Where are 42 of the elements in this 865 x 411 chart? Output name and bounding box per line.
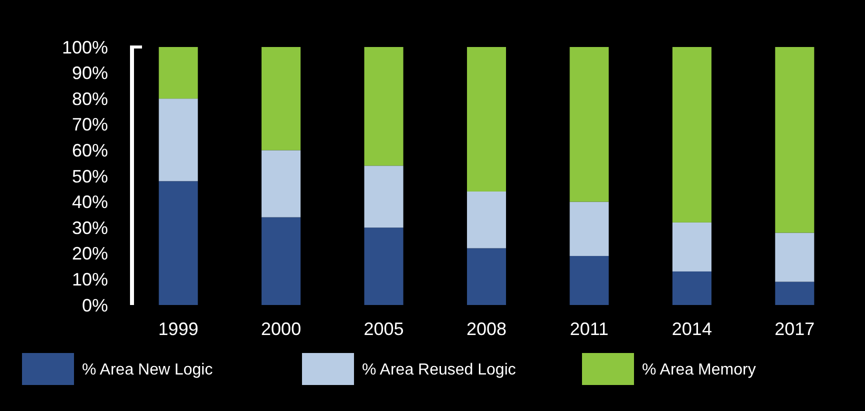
y-tick-label: 100% <box>62 37 108 58</box>
bar <box>570 47 609 202</box>
bar <box>570 202 609 256</box>
bar <box>672 47 712 222</box>
bar <box>262 47 301 150</box>
x-tick-label: 2005 <box>364 319 404 339</box>
bar <box>262 217 301 305</box>
y-tick-label: 10% <box>72 270 108 290</box>
y-tick-label: 0% <box>82 295 108 316</box>
bar <box>466 191 506 248</box>
y-tick-label: 50% <box>72 166 108 186</box>
y-tick-label: 60% <box>72 140 108 160</box>
x-tick-label: 2014 <box>672 319 712 339</box>
x-tick-label: 2000 <box>261 319 302 339</box>
x-tick-label: 2011 <box>570 319 609 339</box>
bar <box>158 47 198 99</box>
y-tick-label: 80% <box>72 88 108 109</box>
bar <box>158 181 198 305</box>
bar <box>466 248 506 305</box>
bar <box>158 98 198 182</box>
bar <box>466 47 506 192</box>
y-tick-label: 30% <box>72 218 108 238</box>
bar <box>672 271 712 305</box>
bar <box>775 282 814 305</box>
y-tick-label: 40% <box>72 192 108 212</box>
x-tick-label: 2008 <box>466 319 507 339</box>
bar <box>672 222 712 272</box>
bar <box>364 166 404 228</box>
bar <box>775 232 814 282</box>
y-tick-label: 20% <box>72 244 108 264</box>
legend-label: % Area Memory <box>642 362 756 379</box>
bar <box>262 150 301 218</box>
bar <box>364 47 404 166</box>
legend-label: % Area Reused Logic <box>362 362 516 379</box>
y-tick-label: 70% <box>72 114 108 135</box>
y-tick-label: 90% <box>72 63 108 84</box>
x-tick-label: 2017 <box>774 319 815 339</box>
legend-label: % Area New Logic <box>82 362 213 379</box>
x-tick-label: 1999 <box>158 319 198 339</box>
bar <box>364 228 404 305</box>
bar <box>570 256 609 305</box>
bar <box>775 47 814 233</box>
